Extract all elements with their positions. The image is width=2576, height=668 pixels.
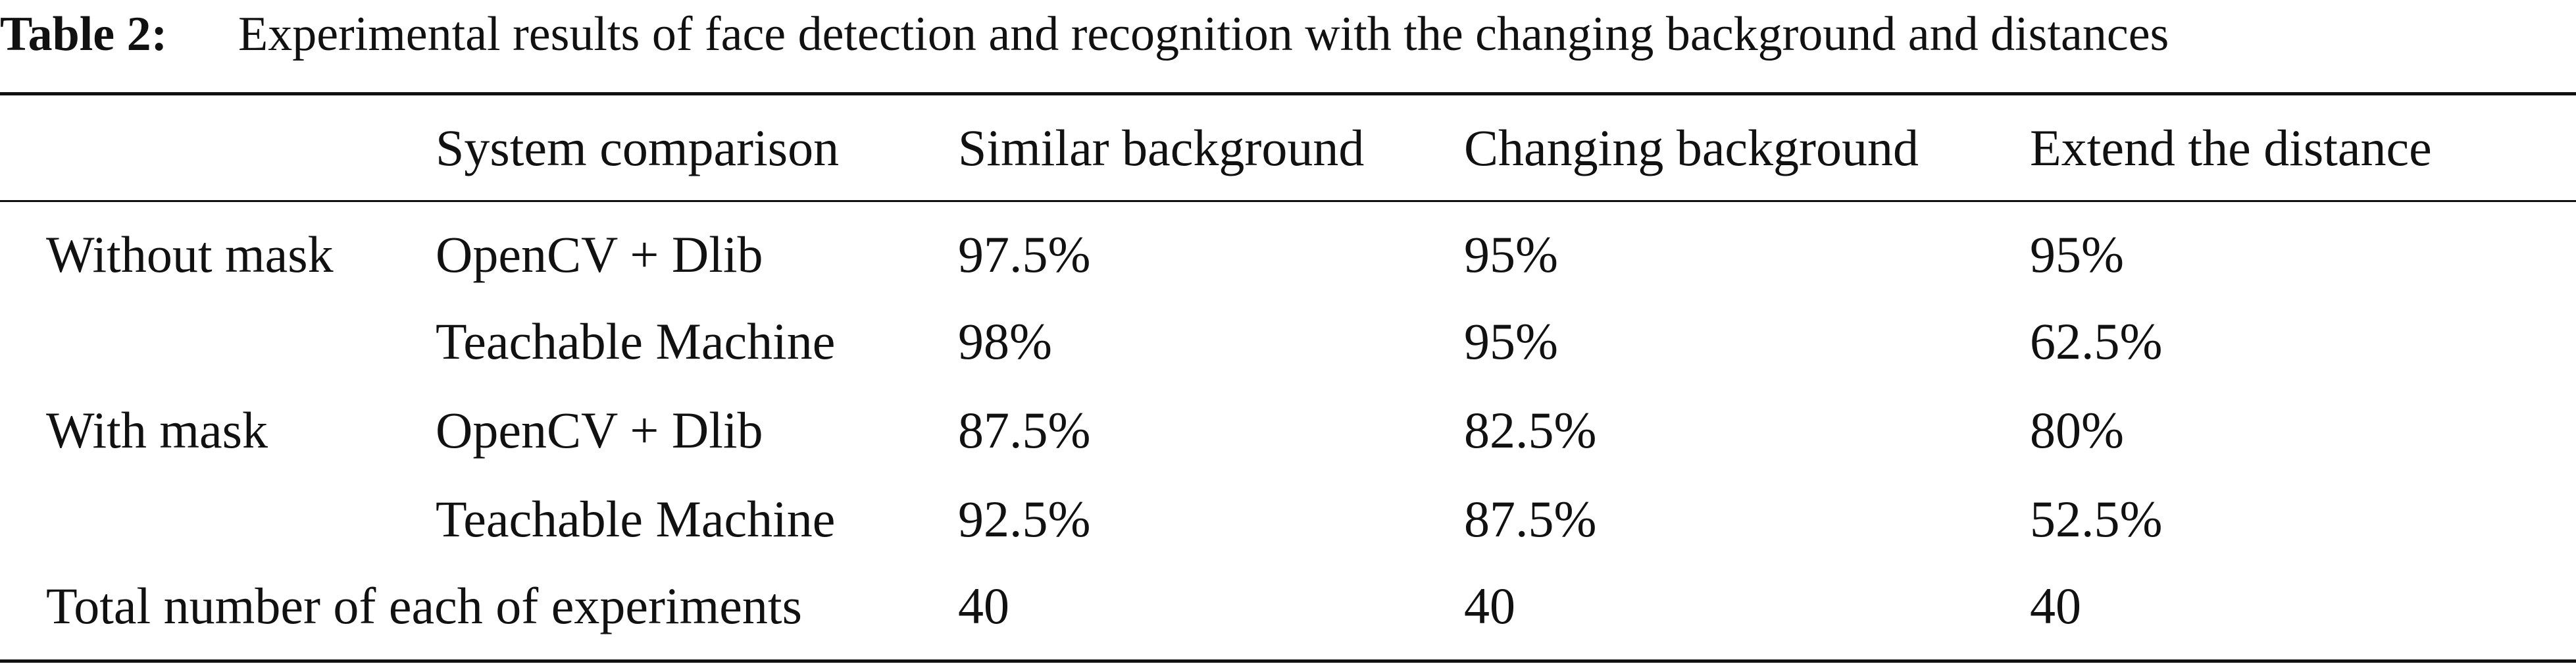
- value-cell: 87.5%: [1464, 490, 1597, 548]
- value-cell: 52.5%: [2030, 490, 2163, 548]
- value-cell: 82.5%: [1464, 401, 1597, 459]
- header-cell: System comparison: [436, 119, 840, 176]
- header-cell: Similar background: [958, 119, 1365, 176]
- value-cell: 80%: [2030, 401, 2124, 459]
- top-rule: [0, 92, 2576, 95]
- caption-label: Table 2:: [0, 7, 168, 61]
- value-cell: 98%: [958, 313, 1052, 370]
- system-cell: OpenCV + Dlib: [436, 401, 763, 459]
- value-cell: 62.5%: [2030, 313, 2163, 370]
- group-label: Without mask: [46, 226, 334, 283]
- bottom-rule: [0, 659, 2576, 663]
- value-cell: 95%: [1464, 226, 1558, 283]
- caption-text: Experimental results of face detection a…: [238, 7, 2169, 61]
- total-cell: 40: [958, 577, 1009, 634]
- group-label: With mask: [46, 401, 268, 459]
- value-cell: 95%: [1464, 313, 1558, 370]
- system-cell: Teachable Machine: [436, 313, 836, 370]
- header-cell: Changing background: [1464, 119, 1919, 176]
- total-cell: 40: [2030, 577, 2081, 634]
- value-cell: 87.5%: [958, 401, 1091, 459]
- total-label: Total number of each of experiments: [46, 577, 802, 634]
- value-cell: 92.5%: [958, 490, 1091, 548]
- system-cell: OpenCV + Dlib: [436, 226, 763, 283]
- total-cell: 40: [1464, 577, 1515, 634]
- header-rule: [0, 200, 2576, 202]
- header-cell: Extend the distance: [2030, 119, 2432, 176]
- value-cell: 97.5%: [958, 226, 1091, 283]
- system-cell: Teachable Machine: [436, 490, 836, 548]
- value-cell: 95%: [2030, 226, 2124, 283]
